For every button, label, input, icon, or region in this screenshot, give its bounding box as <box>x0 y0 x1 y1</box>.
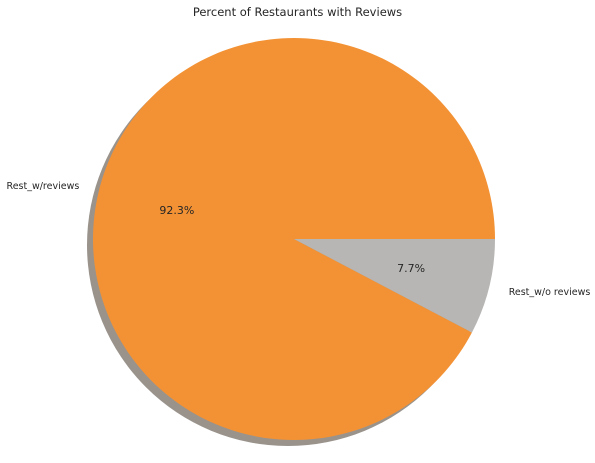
pie-labels: Rest_w/reviews 92.3% Rest_w/o reviews 7.7% <box>7 181 591 298</box>
pie-slice-2 <box>294 239 495 333</box>
pie-slices <box>92 38 495 441</box>
pct-label-2: 7.7% <box>397 262 425 275</box>
slice-label-2: Rest_w/o reviews <box>509 287 591 298</box>
chart-title: Percent of Restaurants with Reviews <box>193 5 402 19</box>
slice-label-1: Rest_w/reviews <box>7 181 80 192</box>
pie-slice-1 <box>92 38 495 441</box>
pct-label-1: 92.3% <box>159 204 194 217</box>
